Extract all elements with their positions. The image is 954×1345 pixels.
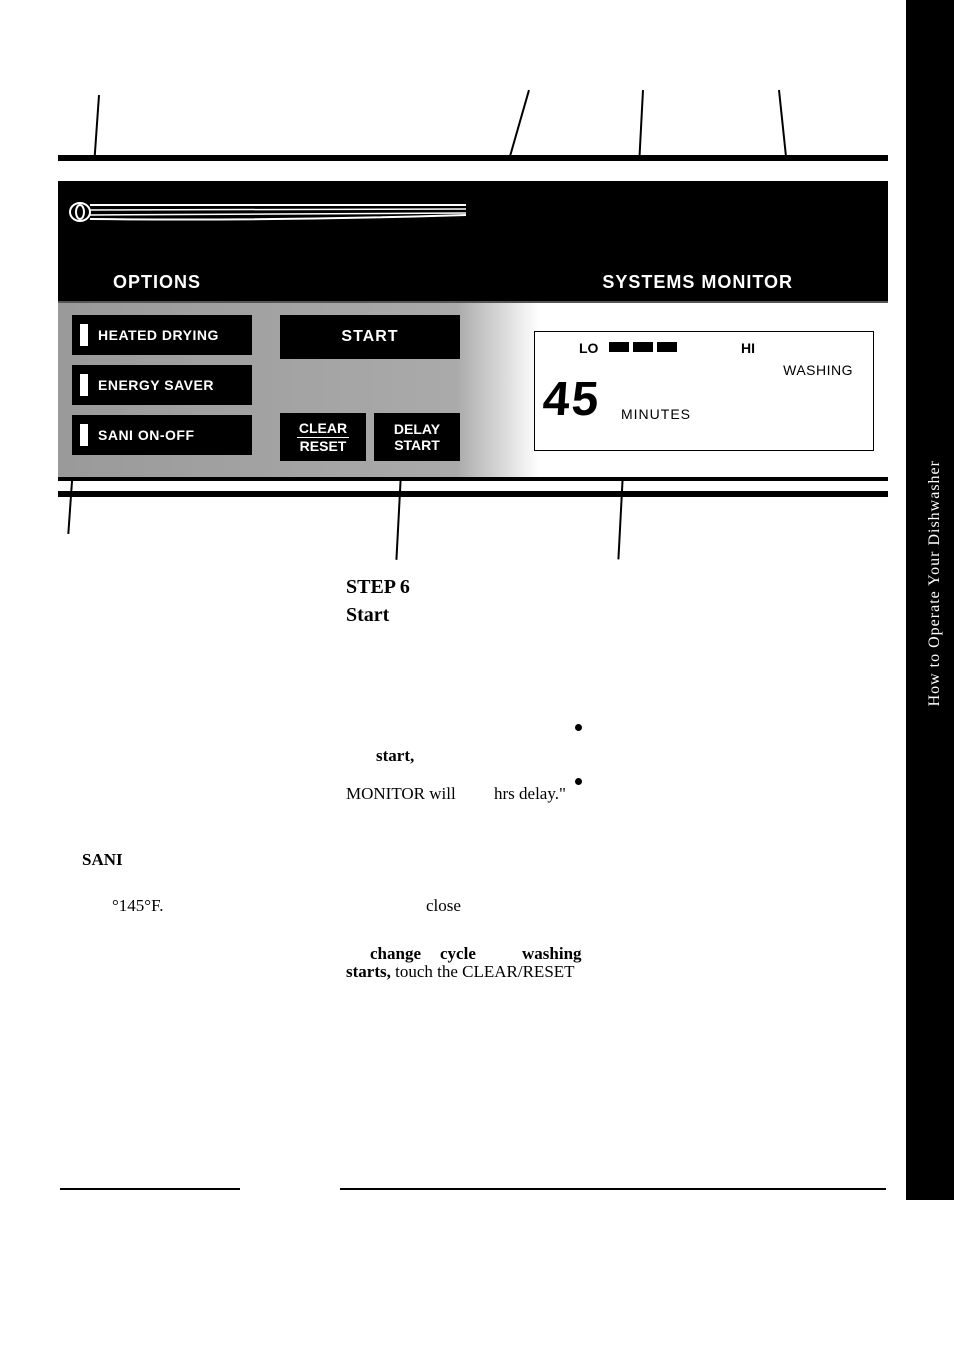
bullet-icon [575,724,582,731]
indicator-light-icon [80,324,88,346]
panel-grey-band: HEATED DRYING ENERGY SAVER SANI ON-OFF S… [58,301,888,481]
panel-bottom-rule [58,491,888,497]
delay-start-label: START [394,437,440,453]
option-label: HEATED DRYING [98,327,219,343]
option-sani-on-off[interactable]: SANI ON-OFF [72,415,252,455]
washing-status: WASHING [783,362,853,378]
options-header: OPTIONS [113,272,201,293]
body-text-start: start, [376,746,414,766]
footer-rule [340,1188,886,1190]
clear-label: CLEAR [297,420,349,438]
delay-start-button[interactable]: DELAY START [374,413,460,461]
door-handle-icon [68,201,468,223]
rinse-aid-bars-icon [609,342,677,352]
start-button-label: START [341,328,398,346]
minutes-label: MINUTES [621,406,691,422]
body-text-starts: starts, [346,962,391,981]
sidebar-tab-label: How to Operate Your Dishwasher [926,460,944,706]
option-label: SANI ON-OFF [98,427,195,443]
footer-rule [60,1188,240,1190]
systems-monitor-display: LO HI WASHING 45 MINUTES [534,331,874,451]
start-button[interactable]: START [280,315,460,359]
start-heading: Start [346,604,389,627]
panel-gap [58,161,888,181]
hi-label: HI [741,340,755,356]
control-panel-figure: OPTIONS SYSTEMS MONITOR HEATED DRYING EN… [58,155,888,565]
body-text-change: change [370,944,421,964]
clear-reset-button[interactable]: CLEAR RESET [280,413,366,461]
panel-black-band: OPTIONS SYSTEMS MONITOR [58,181,888,301]
body-text-hrs-delay: hrs delay." [494,784,566,804]
body-text-washing: washing [522,944,582,964]
body-text-cycle: cycle [440,944,476,964]
bullet-icon [575,778,582,785]
body-text-sani: SANI [82,850,123,870]
indicator-light-icon [80,374,88,396]
reset-label: RESET [300,438,347,454]
indicator-light-icon [80,424,88,446]
minutes-digits: 45 [541,372,602,427]
lo-label: LO [579,340,598,356]
body-text-monitor-will: MONITOR will [346,784,456,804]
delay-label: DELAY [394,421,440,437]
page-right-sidebar: How to Operate Your Dishwasher [906,0,954,1200]
systems-monitor-header: SYSTEMS MONITOR [602,272,793,293]
body-text-temp: °145°F. [112,896,163,916]
option-label: ENERGY SAVER [98,377,214,393]
body-text-close: close [426,896,461,916]
step-heading: STEP 6 [346,576,410,599]
option-heated-drying[interactable]: HEATED DRYING [72,315,252,355]
option-energy-saver[interactable]: ENERGY SAVER [72,365,252,405]
body-text-starts-line: starts, touch the CLEAR/RESET [346,962,575,982]
